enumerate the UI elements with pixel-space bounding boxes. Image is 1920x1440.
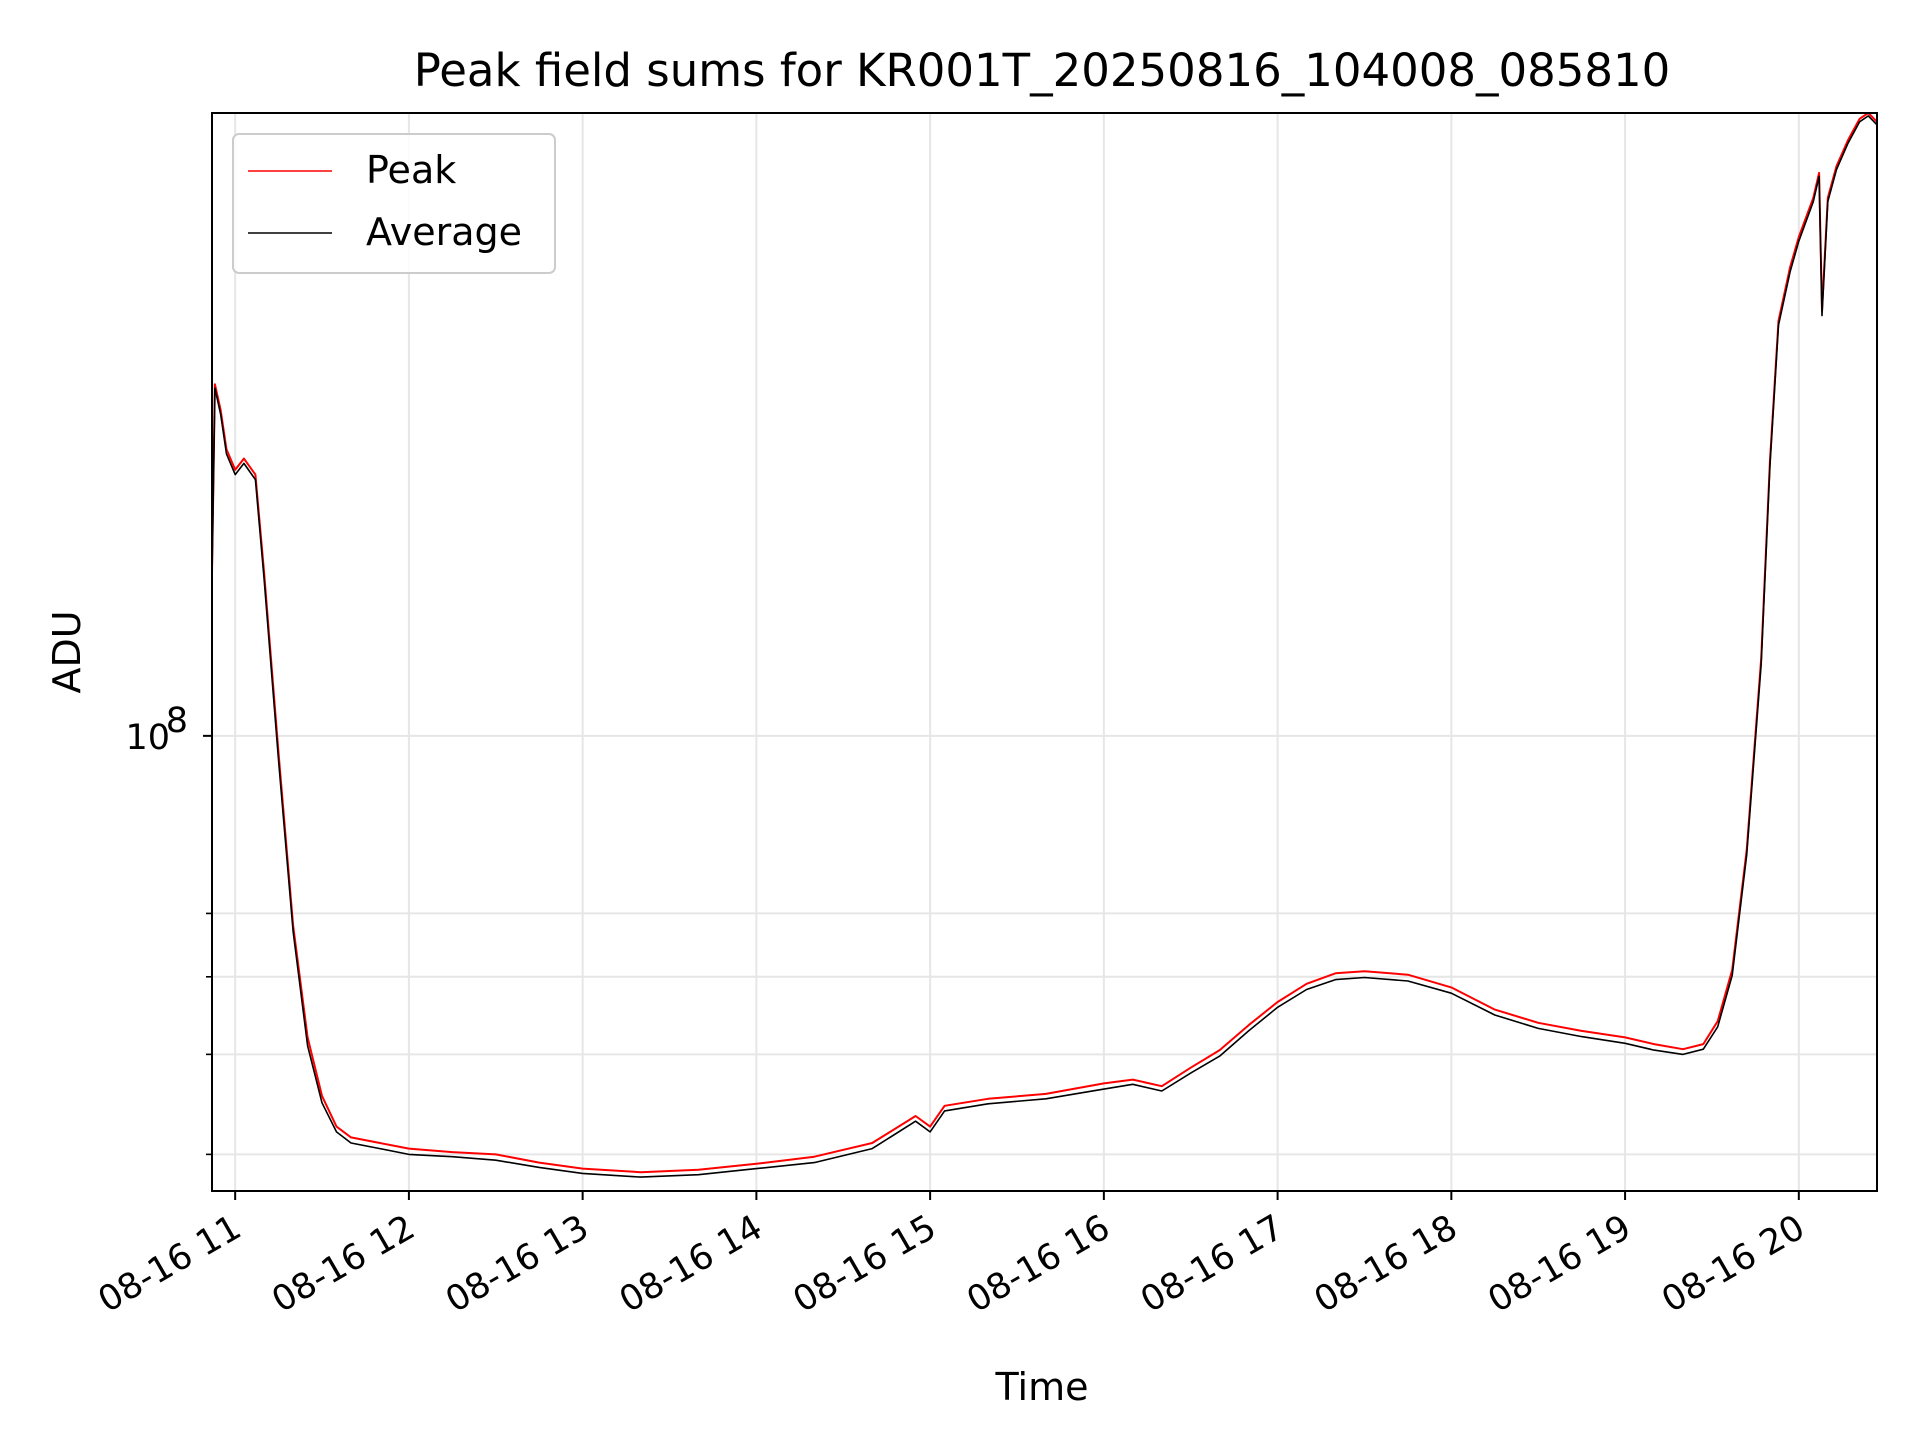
y-axis: 108 [125, 701, 212, 1156]
y-axis-label: ADU [45, 610, 89, 693]
legend-label-peak: Peak [366, 148, 456, 192]
series-layer [211, 112, 1878, 1178]
legend: Peak Average [232, 133, 556, 274]
y-tick-label: 10 [125, 718, 170, 758]
y-tick-exponent: 8 [166, 701, 188, 741]
legend-box [232, 133, 556, 274]
chart-title: Peak field sums for KR001T_20250816_1040… [414, 44, 1671, 97]
series-line-peak [211, 112, 1878, 1174]
x-axis-label: Time [995, 1365, 1089, 1409]
series-line-average [211, 115, 1878, 1178]
legend-label-average: Average [366, 210, 522, 254]
grid [212, 113, 1877, 1191]
plot-area-frame [211, 112, 1878, 1192]
